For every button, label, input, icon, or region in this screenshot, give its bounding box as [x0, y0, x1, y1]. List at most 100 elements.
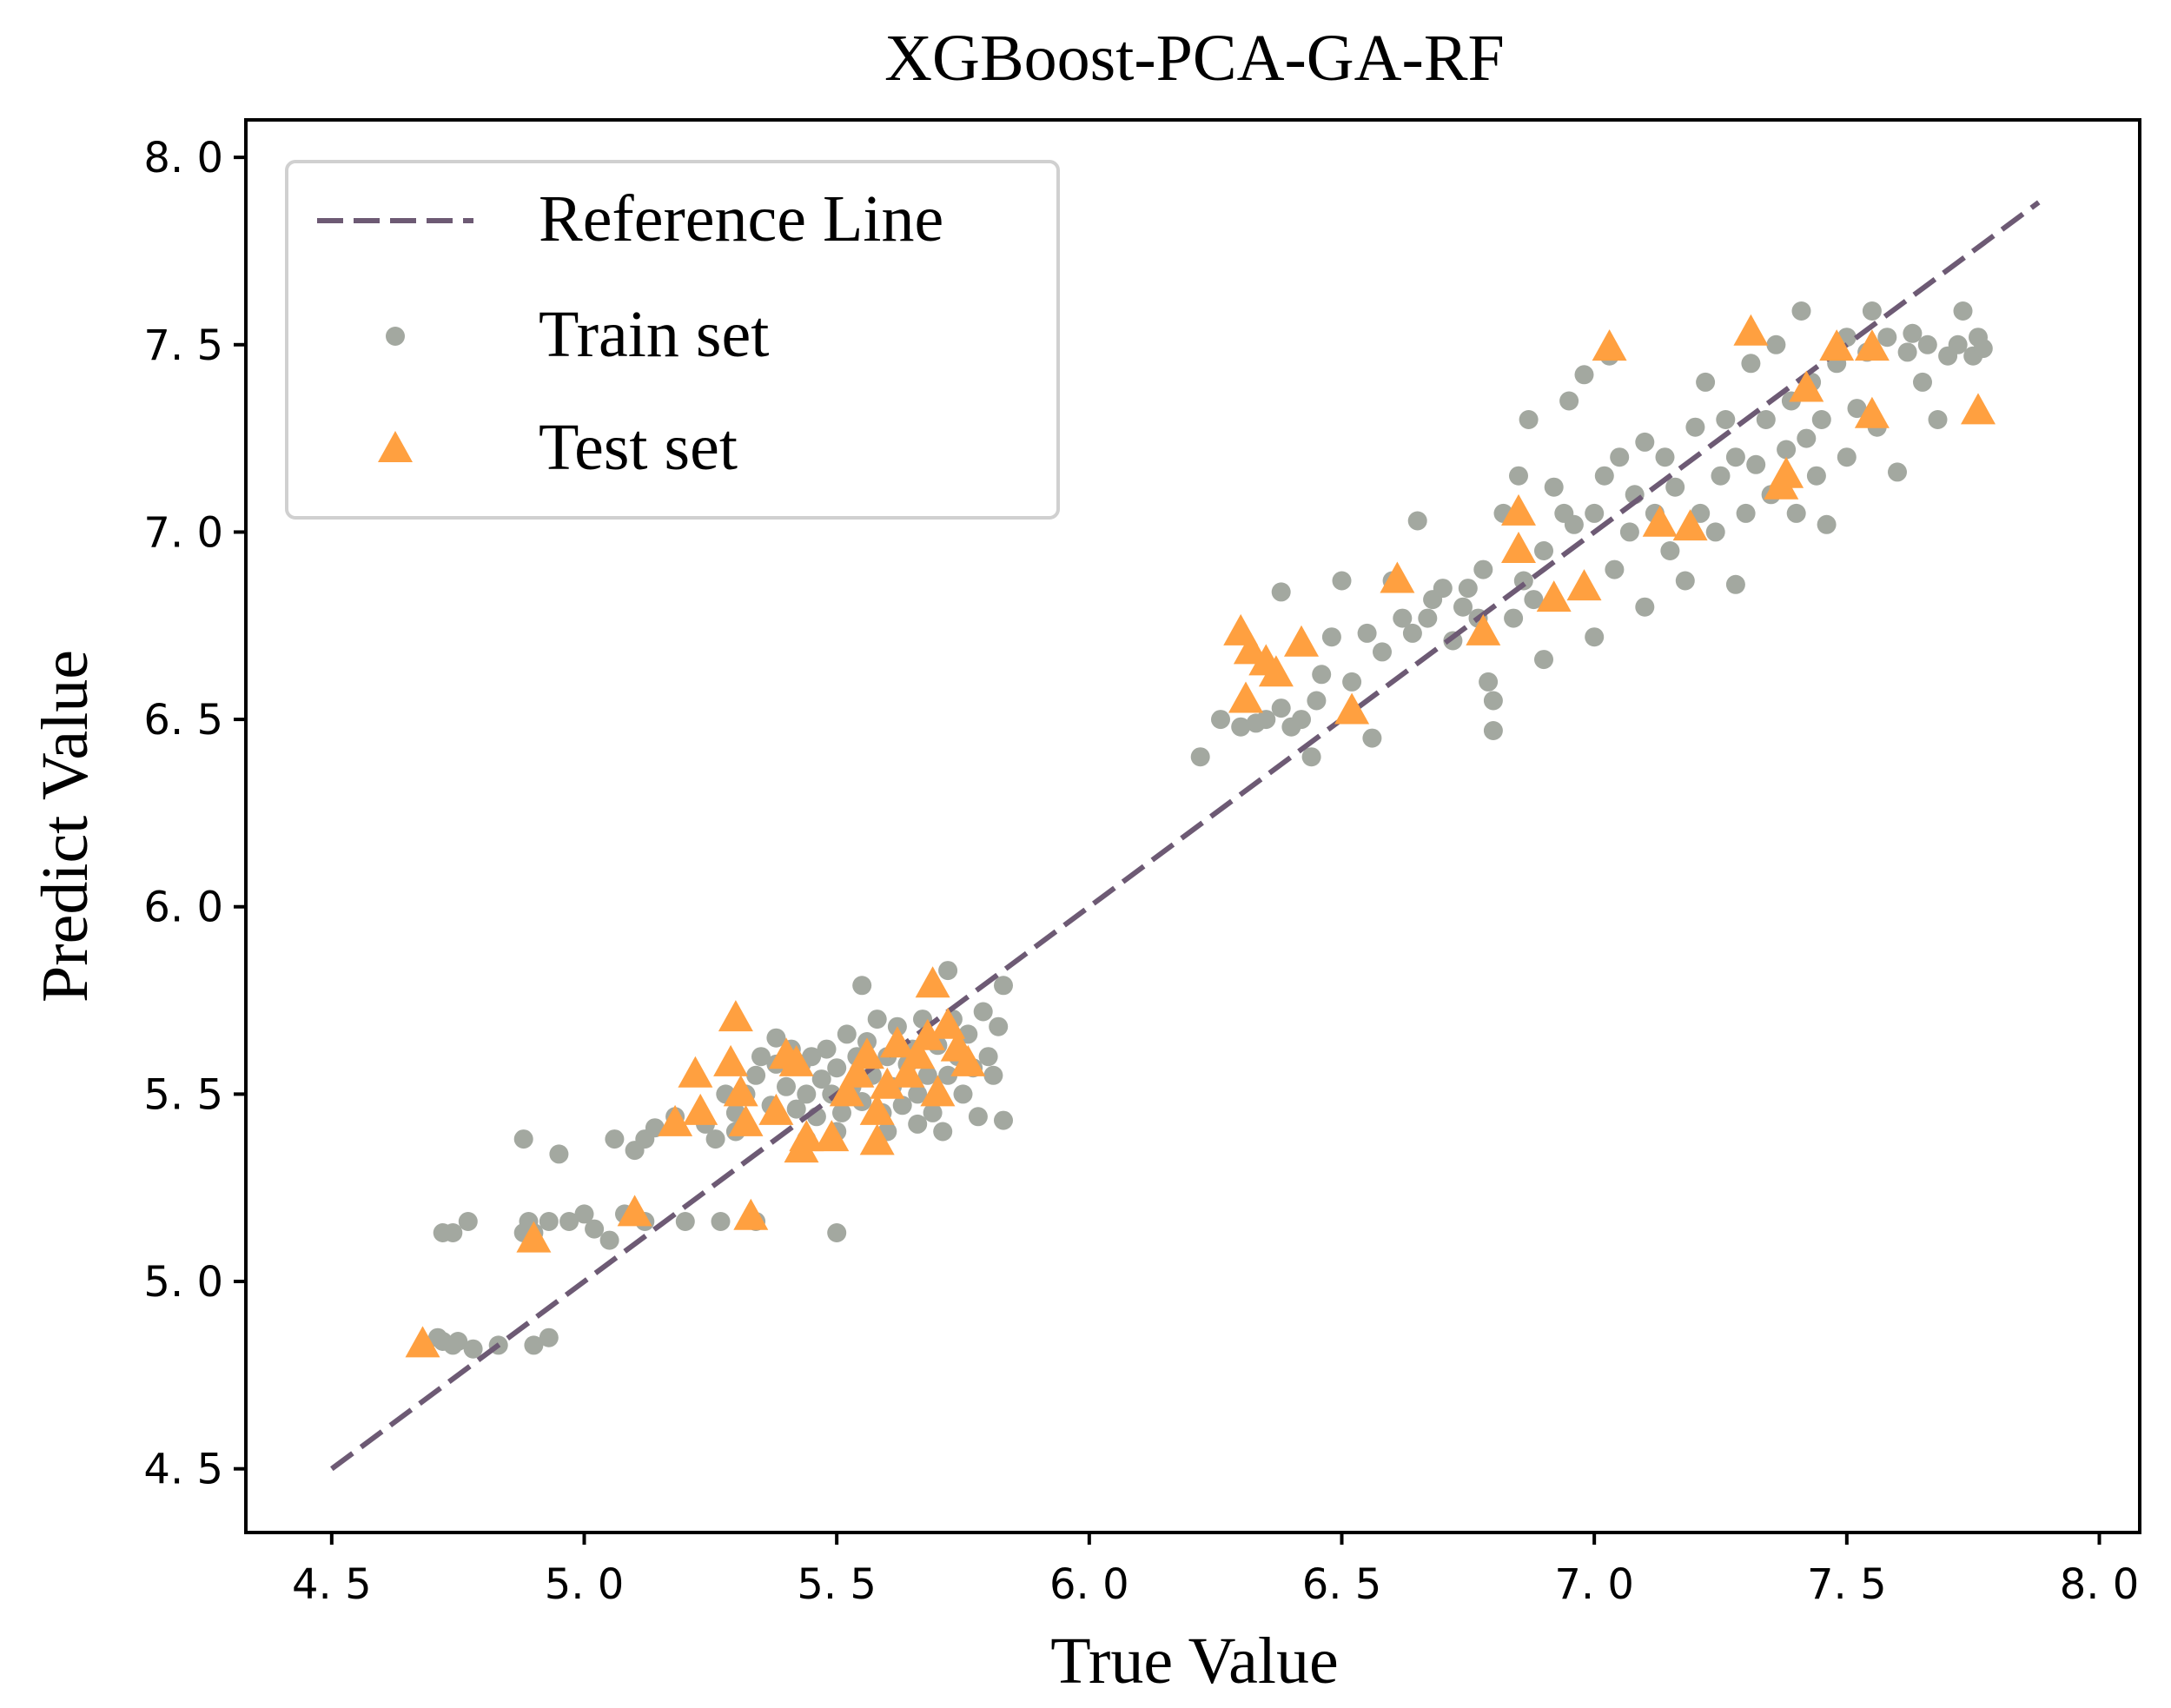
- x-axis-label: True Value: [1050, 1625, 1338, 1698]
- test-point: [1733, 314, 1769, 346]
- test-point: [930, 1007, 966, 1039]
- y-axis-label: Predict Value: [29, 650, 102, 1003]
- train-point: [968, 1107, 988, 1127]
- train-point: [1917, 334, 1937, 354]
- train-point: [1973, 339, 1993, 359]
- test-point: [910, 1018, 945, 1050]
- train-point: [777, 1076, 796, 1096]
- train-point: [908, 1114, 928, 1134]
- test-point: [1819, 329, 1855, 361]
- train-point: [1928, 410, 1948, 429]
- train-point: [832, 1102, 851, 1122]
- train-point: [1786, 503, 1806, 523]
- train-point: [1483, 721, 1503, 740]
- train-point: [1903, 323, 1923, 343]
- train-point: [1585, 627, 1605, 647]
- test-point: [778, 1044, 814, 1076]
- train-point: [1705, 522, 1725, 542]
- y-tick-label: 6. 5: [143, 696, 223, 745]
- train-point: [645, 1118, 665, 1138]
- train-point: [675, 1212, 695, 1231]
- train-point: [817, 1039, 837, 1059]
- train-point: [746, 1065, 766, 1085]
- train-point: [766, 1028, 786, 1048]
- chart-title: XGBoost-PCA-GA-RF: [884, 22, 1505, 95]
- train-point: [559, 1212, 579, 1231]
- y-axis-ticks: 4. 5 5. 0 5. 5 6. 0 6. 5 7. 0 7. 5 8. 0: [143, 134, 246, 1494]
- train-point: [1913, 372, 1932, 392]
- train-point: [599, 1230, 619, 1250]
- y-tick-label: 6. 0: [143, 884, 223, 932]
- train-point: [1736, 503, 1756, 523]
- train-point: [1847, 399, 1867, 419]
- test-point: [1501, 493, 1536, 526]
- x-tick-label: 8. 0: [2060, 1560, 2140, 1609]
- train-point: [983, 1065, 1003, 1085]
- train-point: [1675, 571, 1695, 591]
- train-point: [1321, 627, 1341, 647]
- train-point: [958, 1024, 978, 1044]
- train-point: [827, 1223, 847, 1242]
- train-point: [1897, 342, 1917, 362]
- train-point: [574, 1204, 594, 1224]
- train-point: [837, 1024, 857, 1044]
- train-point: [1594, 466, 1614, 486]
- test-point: [839, 1056, 875, 1088]
- train-point: [978, 1047, 998, 1067]
- test-point: [728, 1104, 764, 1136]
- train-point: [448, 1332, 468, 1351]
- test-point: [789, 1120, 824, 1152]
- legend-test-set-swatch: [378, 431, 413, 462]
- test-point: [1334, 692, 1370, 725]
- legend-train-set-swatch: [386, 327, 405, 346]
- train-point: [1564, 514, 1584, 534]
- train-point: [1483, 691, 1503, 711]
- train-point: [585, 1219, 605, 1239]
- train-point: [1655, 447, 1675, 467]
- test-point: [658, 1104, 693, 1136]
- train-point: [867, 1010, 887, 1029]
- train-point: [1402, 623, 1422, 643]
- train-point: [786, 1099, 806, 1119]
- train-point: [989, 1016, 1009, 1036]
- train-point: [802, 1047, 822, 1067]
- test-point: [1258, 655, 1294, 687]
- test-point: [1284, 625, 1319, 657]
- y-tick-label: 8. 0: [143, 134, 223, 182]
- test-point: [1642, 505, 1678, 537]
- y-tick-label: 5. 0: [143, 1258, 223, 1307]
- train-point: [1877, 328, 1897, 348]
- train-point: [1271, 582, 1291, 602]
- train-point: [1433, 579, 1453, 599]
- x-tick-label: 5. 0: [545, 1560, 625, 1609]
- x-tick-label: 4. 5: [292, 1560, 372, 1609]
- train-point: [1534, 541, 1553, 560]
- train-point: [1211, 710, 1230, 730]
- test-point: [617, 1195, 652, 1227]
- train-point: [513, 1129, 533, 1149]
- train-point: [1418, 608, 1438, 628]
- train-point: [1256, 710, 1276, 730]
- test-point: [859, 1093, 895, 1125]
- train-point: [1307, 691, 1327, 711]
- train-point: [1756, 410, 1776, 429]
- test-point: [900, 1037, 936, 1069]
- train-point: [1453, 597, 1473, 617]
- train-point: [705, 1129, 725, 1149]
- train-point: [1711, 466, 1731, 486]
- train-point: [463, 1339, 483, 1359]
- y-tick-label: 5. 5: [143, 1070, 223, 1119]
- test-point: [678, 1056, 713, 1088]
- plot-frame: [244, 118, 2141, 1534]
- train-point: [1777, 440, 1797, 460]
- x-axis-ticks: 4. 5 5. 0 5. 5 6. 0 6. 5 7. 0 7. 5 8. 0: [292, 1533, 2139, 1609]
- train-point: [1544, 477, 1564, 497]
- train-point: [1837, 447, 1857, 467]
- train-point: [1862, 301, 1882, 321]
- x-tick-label: 6. 5: [1302, 1560, 1382, 1609]
- train-point: [892, 1096, 912, 1115]
- train-point: [1271, 698, 1291, 718]
- test-point: [950, 1044, 986, 1076]
- plot-marks: [330, 200, 2041, 1472]
